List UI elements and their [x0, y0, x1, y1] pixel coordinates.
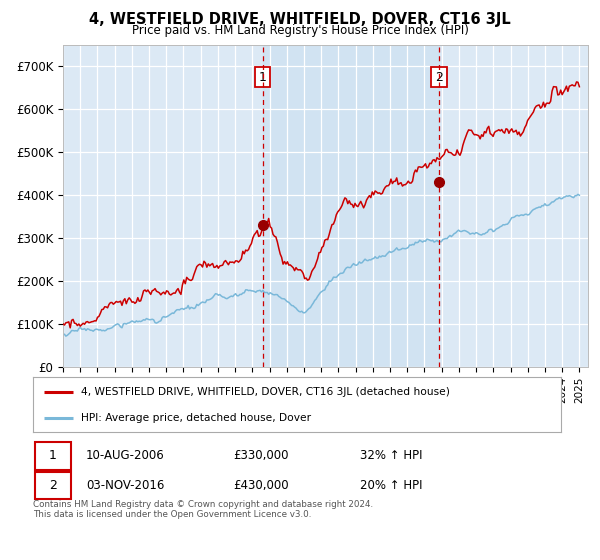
Text: £430,000: £430,000 — [233, 479, 289, 492]
Text: Price paid vs. HM Land Registry's House Price Index (HPI): Price paid vs. HM Land Registry's House … — [131, 24, 469, 36]
Text: £330,000: £330,000 — [233, 449, 289, 463]
Text: 20% ↑ HPI: 20% ↑ HPI — [361, 479, 423, 492]
Text: 4, WESTFIELD DRIVE, WHITFIELD, DOVER, CT16 3JL: 4, WESTFIELD DRIVE, WHITFIELD, DOVER, CT… — [89, 12, 511, 27]
Text: 03-NOV-2016: 03-NOV-2016 — [86, 479, 164, 492]
FancyBboxPatch shape — [35, 472, 71, 500]
Text: 10-AUG-2006: 10-AUG-2006 — [86, 449, 164, 463]
Text: 2: 2 — [49, 479, 57, 492]
Text: HPI: Average price, detached house, Dover: HPI: Average price, detached house, Dove… — [80, 413, 311, 422]
Text: Contains HM Land Registry data © Crown copyright and database right 2024.
This d: Contains HM Land Registry data © Crown c… — [33, 500, 373, 519]
Text: 2: 2 — [435, 71, 443, 83]
Text: 32% ↑ HPI: 32% ↑ HPI — [361, 449, 423, 463]
Bar — [263, 45, 439, 367]
Text: 4, WESTFIELD DRIVE, WHITFIELD, DOVER, CT16 3JL (detached house): 4, WESTFIELD DRIVE, WHITFIELD, DOVER, CT… — [80, 388, 449, 397]
Text: 1: 1 — [259, 71, 266, 83]
Text: 1: 1 — [49, 449, 57, 463]
FancyBboxPatch shape — [35, 442, 71, 470]
